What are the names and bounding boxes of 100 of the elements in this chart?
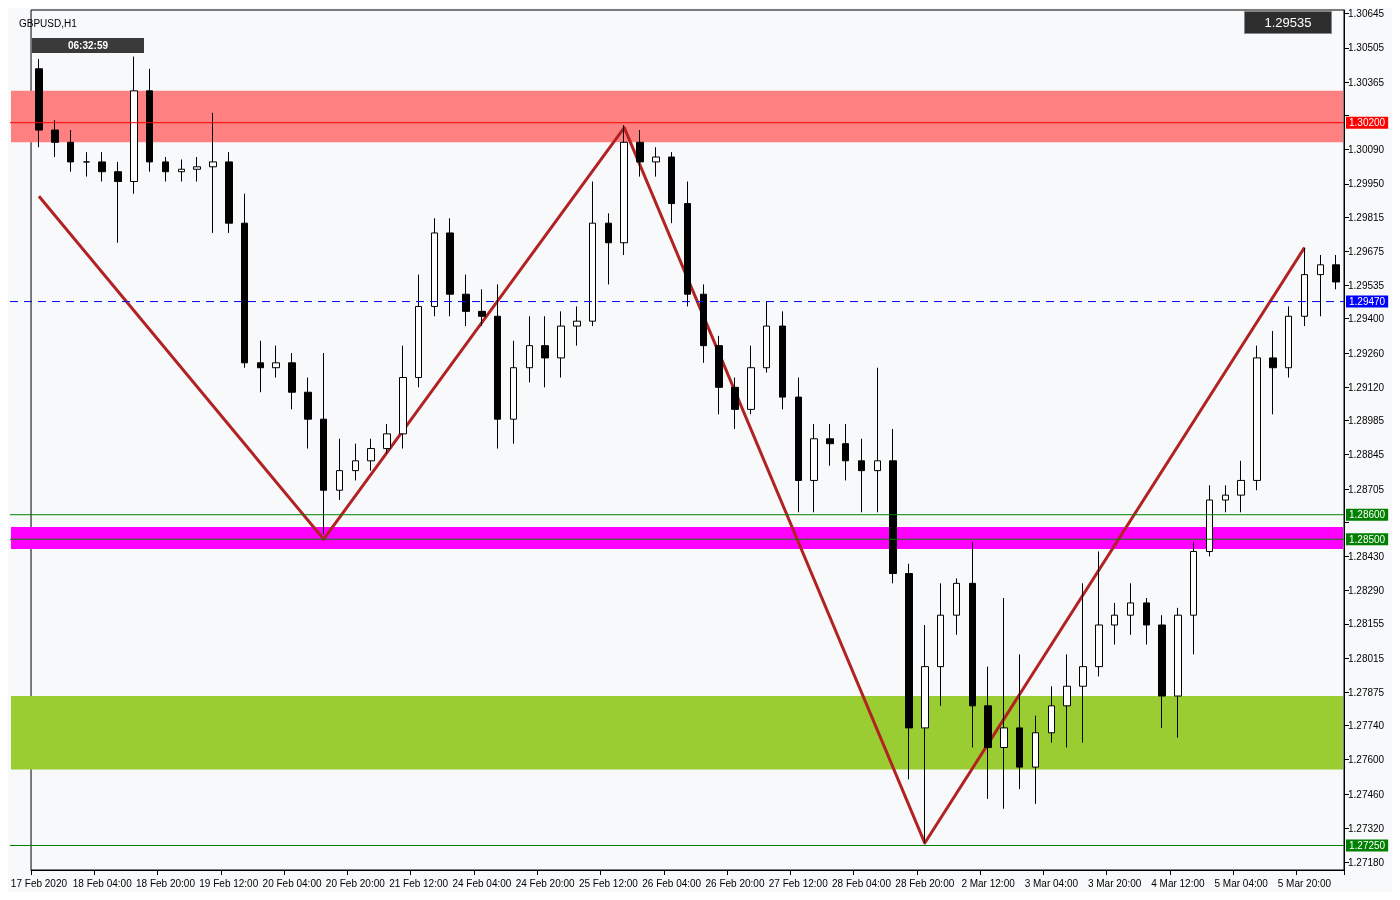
candlestick	[684, 181, 691, 307]
candlestick	[209, 112, 217, 234]
candlestick	[984, 666, 992, 800]
candlestick	[1095, 550, 1103, 677]
y-tick-label: 1.28705	[1348, 483, 1385, 495]
x-tick-label: 24 Feb 04:00	[452, 877, 512, 889]
candlestick	[67, 129, 74, 173]
y-tick-label: 1.27875	[1348, 686, 1385, 698]
candlestick	[1048, 685, 1055, 744]
candlestick	[272, 345, 280, 379]
candlestick	[193, 156, 201, 183]
ref-line-label: 1.29470	[1349, 296, 1386, 308]
x-tick-label: 28 Feb 04:00	[832, 877, 892, 889]
candlestick	[620, 124, 628, 256]
candlestick	[1063, 653, 1071, 748]
y-tick-label: 1.30645	[1348, 8, 1385, 20]
candlestick	[336, 438, 343, 501]
y-tick-label: 1.29535	[1348, 280, 1385, 292]
candlestick	[462, 274, 470, 327]
candlestick	[652, 146, 660, 178]
candlestick	[178, 158, 185, 183]
candlestick	[1032, 715, 1039, 805]
ref-line-label: 1.28600	[1349, 509, 1386, 521]
candlestick	[225, 151, 233, 234]
candlestick	[858, 438, 865, 513]
candlestick	[288, 352, 296, 410]
candlestick	[431, 217, 438, 317]
x-tick-label: 27 Feb 12:00	[768, 877, 829, 889]
y-tick-label: 1.27460	[1348, 788, 1385, 800]
candlestick	[1285, 305, 1292, 379]
y-tick-label: 1.28290	[1348, 585, 1385, 597]
x-tick-label: 3 Mar 04:00	[1024, 877, 1079, 889]
x-tick-label: 17 Feb 2020	[10, 877, 68, 889]
candlestick	[446, 217, 454, 317]
candlestick	[810, 423, 818, 513]
x-tick-label: 26 Feb 20:00	[705, 877, 765, 889]
x-tick-label: 24 Feb 20:00	[515, 877, 576, 889]
y-tick-label: 1.28985	[1348, 414, 1385, 426]
candlestick	[257, 340, 264, 393]
candlestick	[1222, 484, 1229, 513]
y-tick-label: 1.29950	[1348, 178, 1385, 190]
y-tick-label: 1.27320	[1348, 822, 1385, 834]
candlestick	[1269, 330, 1277, 415]
y-tick-label: 1.29260	[1348, 347, 1385, 359]
candlestick	[320, 352, 327, 535]
candlestick	[241, 193, 248, 369]
candlestick	[1111, 602, 1118, 646]
candlestick	[889, 428, 897, 584]
x-tick-label: 19 Feb 12:00	[199, 877, 259, 889]
candlestick	[1174, 607, 1182, 739]
y-tick-label: 1.28015	[1348, 652, 1385, 664]
x-tick-label: 20 Feb 04:00	[262, 877, 322, 889]
candlestick	[969, 541, 976, 748]
candlestick	[1317, 254, 1324, 317]
y-tick-label: 1.30505	[1348, 42, 1385, 54]
ref-line-label: 1.27250	[1349, 840, 1386, 851]
candlestick	[1301, 247, 1308, 327]
candlestick	[779, 310, 786, 410]
line-series	[37, 126, 1306, 845]
candlestick	[747, 345, 755, 415]
candlestick	[541, 315, 549, 388]
y-tick-label: 1.28430	[1348, 550, 1385, 562]
x-tick-label: 28 Feb 20:00	[895, 877, 955, 889]
ref-line-label: 1.28500	[1349, 533, 1386, 545]
candlestick	[162, 156, 169, 183]
candlestick	[1143, 597, 1150, 646]
x-tick-label: 20 Feb 20:00	[325, 877, 386, 889]
candlestick	[98, 151, 106, 183]
candlestick	[763, 301, 770, 374]
ref-line-label: 1.30200	[1349, 117, 1386, 129]
text: GBPUSD,H1	[19, 17, 78, 29]
candlestick	[35, 58, 43, 148]
candlestick	[1127, 582, 1134, 636]
y-tick-label: 1.27600	[1348, 754, 1385, 766]
y-tick-label: 1.30090	[1348, 144, 1385, 156]
candlestick	[494, 283, 501, 450]
candlestick	[905, 563, 913, 780]
x-tick-label: 5 Mar 04:00	[1214, 877, 1269, 889]
candlestick	[415, 274, 422, 388]
x-tick-label: 18 Feb 20:00	[136, 877, 196, 889]
candlestick	[130, 56, 138, 195]
x-tick-label: 26 Feb 04:00	[642, 877, 702, 889]
candlestick	[1158, 614, 1166, 729]
candlestick	[478, 288, 486, 327]
price-box: 1.29535	[1244, 11, 1332, 34]
x-tick-label: 21 Feb 12:00	[389, 877, 449, 889]
y-tick-label: 1.29120	[1348, 381, 1385, 393]
candlestick	[795, 377, 802, 513]
x-tick-label: 18 Feb 04:00	[72, 877, 133, 889]
candlestick	[51, 119, 59, 158]
timer-label: 06:32:59	[32, 38, 144, 53]
candlestick	[383, 423, 391, 454]
candlestick	[636, 129, 644, 178]
candlestick	[1332, 254, 1340, 290]
candlestick	[1206, 484, 1213, 557]
candlestick	[715, 335, 723, 415]
y-tick-label: 1.28155	[1348, 618, 1385, 630]
candlestick	[921, 624, 929, 844]
candlestick	[1237, 460, 1245, 513]
candlestick	[114, 161, 122, 244]
